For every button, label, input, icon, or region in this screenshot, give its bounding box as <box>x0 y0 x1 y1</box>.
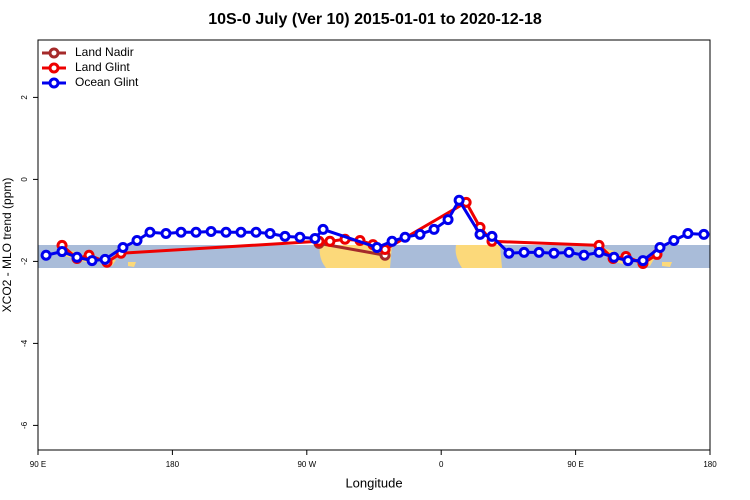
point <box>190 226 202 238</box>
point <box>503 247 515 259</box>
point <box>264 228 276 240</box>
point <box>205 225 217 237</box>
point <box>698 228 710 240</box>
point <box>548 247 560 259</box>
point <box>309 232 321 244</box>
x-tick-label: 90 E <box>567 460 583 469</box>
y-tick-label: -6 <box>20 421 29 429</box>
point <box>518 246 530 258</box>
point <box>175 226 187 238</box>
point <box>117 241 129 253</box>
point <box>399 231 411 243</box>
point <box>86 255 98 267</box>
point <box>144 226 156 238</box>
x-tick-label: 180 <box>166 460 180 469</box>
x-tick-label: 180 <box>703 460 717 469</box>
point <box>317 223 329 235</box>
point <box>622 255 634 267</box>
point <box>279 230 291 242</box>
point <box>474 228 486 240</box>
point <box>637 255 649 267</box>
legend-label: Ocean Glint <box>75 75 139 89</box>
y-tick-label: 0 <box>20 177 29 182</box>
point <box>654 241 666 253</box>
point <box>578 249 590 261</box>
x-axis-label: Longitude <box>345 475 402 490</box>
point <box>453 194 465 206</box>
y-tick-label: -2 <box>20 257 29 265</box>
x-tick-label: 0 <box>439 460 444 469</box>
point <box>486 230 498 242</box>
chart-title: 10S-0 July (Ver 10) 2015-01-01 to 2020-1… <box>208 11 542 28</box>
legend-label: Land Nadir <box>75 45 134 59</box>
x-tick-label: 90 W <box>297 460 316 469</box>
point <box>131 234 143 246</box>
legend-marker <box>48 77 60 89</box>
point <box>71 251 83 263</box>
point <box>563 246 575 258</box>
point <box>608 251 620 263</box>
point <box>235 226 247 238</box>
point <box>56 246 68 258</box>
legend-label: Land Glint <box>75 60 130 74</box>
legend-marker <box>48 62 60 74</box>
point <box>442 214 454 226</box>
point <box>668 234 680 246</box>
x-tick-label: 90 E <box>30 460 46 469</box>
point <box>324 235 336 247</box>
point <box>160 228 172 240</box>
point <box>533 246 545 258</box>
point <box>220 226 232 238</box>
point <box>593 246 605 258</box>
plot-frame <box>37 39 711 451</box>
point <box>428 223 440 235</box>
point <box>40 249 52 261</box>
point <box>250 226 262 238</box>
point <box>682 228 694 240</box>
legend-marker <box>48 47 60 59</box>
point <box>414 228 426 240</box>
point <box>294 231 306 243</box>
y-tick-label: 2 <box>20 95 29 100</box>
point <box>386 235 398 247</box>
point <box>371 241 383 253</box>
y-axis-label: XCO2 - MLO trend (ppm) <box>0 178 14 313</box>
point <box>99 253 111 265</box>
y-tick-label: -4 <box>20 339 29 347</box>
